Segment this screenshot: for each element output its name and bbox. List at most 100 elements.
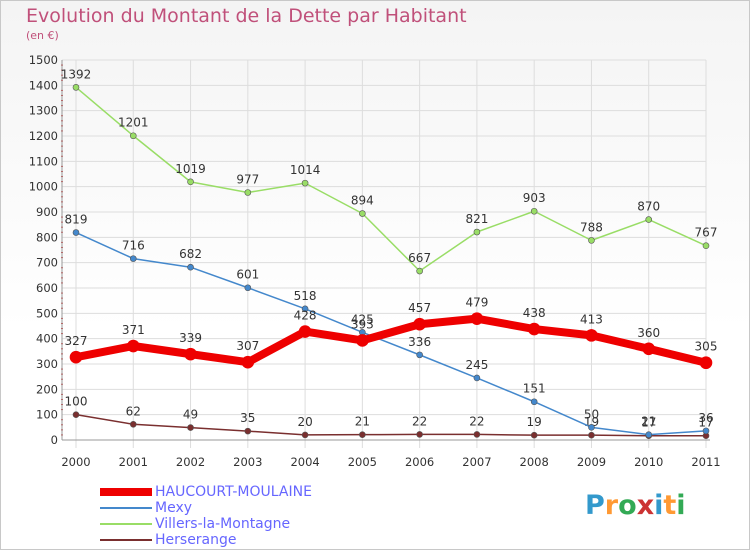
data-label-haucourt-moulaine: 360 bbox=[637, 326, 660, 340]
data-label-mexy: 36 bbox=[698, 411, 713, 425]
legend-label: HAUCOURT-MOULAINE bbox=[155, 484, 312, 500]
data-point-haucourt-moulaine bbox=[527, 322, 541, 336]
data-label-mexy: 682 bbox=[179, 247, 202, 261]
data-point-haucourt-moulaine bbox=[126, 339, 140, 353]
legend-label: Herserange bbox=[155, 532, 237, 548]
data-point-herserange bbox=[187, 424, 194, 431]
series-line-herserange bbox=[75, 413, 707, 437]
data-point-mexy bbox=[129, 255, 137, 262]
legend-swatch bbox=[100, 507, 152, 509]
data-label-mexy: 151 bbox=[523, 382, 546, 396]
data-label-herserange: 22 bbox=[469, 414, 484, 428]
data-point-mexy bbox=[244, 284, 252, 292]
x-tick-label: 2008 bbox=[520, 455, 549, 469]
data-label-villers-la-montagne: 1014 bbox=[290, 163, 321, 177]
data-point-haucourt-moulaine bbox=[413, 317, 426, 331]
data-point-mexy bbox=[473, 374, 481, 382]
data-point-villers-la-montagne bbox=[187, 178, 194, 186]
y-tick-label: 1300 bbox=[29, 104, 58, 118]
data-point-villers-la-montagne bbox=[473, 228, 481, 236]
x-tick-label: 2001 bbox=[119, 455, 148, 469]
y-tick-label: 1200 bbox=[29, 129, 58, 143]
data-label-mexy: 245 bbox=[465, 358, 488, 372]
x-tick-label: 2010 bbox=[634, 455, 663, 469]
data-point-villers-la-montagne bbox=[244, 189, 252, 196]
data-point-haucourt-moulaine bbox=[69, 350, 83, 364]
x-tick-label: 2005 bbox=[348, 455, 377, 469]
data-label-mexy: 336 bbox=[408, 335, 431, 349]
data-label-herserange: 35 bbox=[240, 411, 255, 425]
data-label-mexy: 819 bbox=[65, 213, 88, 227]
data-label-herserange: 62 bbox=[126, 404, 141, 418]
series-line-villers-la-montagne bbox=[75, 86, 707, 272]
y-tick-label: 800 bbox=[36, 230, 58, 244]
x-tick-label: 2011 bbox=[691, 455, 720, 469]
data-label-villers-la-montagne: 1201 bbox=[118, 116, 149, 130]
legend-swatch bbox=[100, 523, 152, 525]
data-label-villers-la-montagne: 667 bbox=[408, 251, 431, 265]
data-point-herserange bbox=[416, 431, 423, 438]
data-label-herserange: 100 bbox=[65, 395, 88, 409]
data-label-herserange: 17 bbox=[698, 416, 713, 430]
x-tick-label: 2006 bbox=[405, 455, 434, 469]
data-label-villers-la-montagne: 977 bbox=[236, 172, 259, 186]
series-line-haucourt-moulaine bbox=[72, 314, 710, 367]
data-label-herserange: 17 bbox=[641, 416, 656, 430]
data-point-haucourt-moulaine bbox=[470, 312, 484, 325]
data-label-villers-la-montagne: 767 bbox=[695, 226, 718, 240]
data-point-herserange bbox=[244, 427, 252, 435]
data-point-herserange bbox=[72, 411, 80, 418]
series-line-mexy bbox=[75, 231, 707, 436]
data-point-haucourt-moulaine bbox=[241, 355, 255, 369]
data-label-mexy: 425 bbox=[351, 312, 374, 326]
data-label-herserange: 21 bbox=[355, 415, 370, 429]
chart-subtitle: (en €) bbox=[26, 29, 59, 42]
chart-title: Evolution du Montant de la Dette par Hab… bbox=[26, 5, 467, 27]
data-point-herserange bbox=[129, 420, 137, 428]
data-point-villers-la-montagne bbox=[645, 216, 653, 223]
data-point-villers-la-montagne bbox=[72, 84, 80, 91]
data-label-haucourt-moulaine: 393 bbox=[351, 317, 374, 331]
data-label-villers-la-montagne: 870 bbox=[637, 200, 660, 214]
data-label-herserange: 19 bbox=[527, 415, 542, 429]
data-label-haucourt-moulaine: 413 bbox=[580, 312, 603, 326]
data-label-haucourt-moulaine: 339 bbox=[179, 331, 202, 345]
y-tick-label: 0 bbox=[51, 433, 58, 447]
data-point-mexy bbox=[301, 305, 309, 313]
data-point-haucourt-moulaine bbox=[699, 356, 713, 370]
x-tick-label: 2007 bbox=[462, 455, 491, 469]
data-label-villers-la-montagne: 821 bbox=[465, 212, 488, 226]
y-tick-label: 1000 bbox=[29, 180, 58, 194]
y-tick-label: 600 bbox=[36, 281, 58, 295]
y-tick-label: 100 bbox=[36, 408, 58, 422]
data-point-mexy bbox=[187, 263, 194, 271]
data-point-villers-la-montagne bbox=[416, 267, 423, 275]
y-tick-label: 200 bbox=[36, 382, 58, 396]
data-point-villers-la-montagne bbox=[588, 237, 595, 244]
proxiti-logo: Proxiti bbox=[585, 490, 686, 521]
data-point-villers-la-montagne bbox=[530, 207, 538, 215]
data-label-haucourt-moulaine: 327 bbox=[65, 334, 88, 348]
data-label-haucourt-moulaine: 457 bbox=[408, 301, 431, 315]
x-tick-label: 2002 bbox=[176, 455, 205, 469]
x-tick-label: 2003 bbox=[233, 455, 262, 469]
data-label-villers-la-montagne: 788 bbox=[580, 220, 603, 234]
y-tick-label: 1100 bbox=[29, 154, 58, 168]
data-label-villers-la-montagne: 903 bbox=[523, 191, 546, 205]
data-point-herserange bbox=[301, 431, 309, 439]
data-point-villers-la-montagne bbox=[702, 242, 710, 249]
data-point-herserange bbox=[473, 431, 481, 438]
y-tick-label: 1400 bbox=[29, 78, 58, 92]
data-point-herserange bbox=[359, 431, 366, 438]
data-label-mexy: 716 bbox=[122, 239, 145, 253]
data-label-haucourt-moulaine: 479 bbox=[465, 296, 488, 310]
data-point-villers-la-montagne bbox=[359, 210, 366, 217]
data-point-mexy bbox=[645, 431, 653, 438]
data-label-villers-la-montagne: 1019 bbox=[175, 162, 206, 176]
data-point-mexy bbox=[588, 424, 595, 431]
y-tick-label: 500 bbox=[36, 306, 58, 320]
y-tick-label: 700 bbox=[36, 256, 58, 270]
data-point-herserange bbox=[530, 431, 538, 439]
